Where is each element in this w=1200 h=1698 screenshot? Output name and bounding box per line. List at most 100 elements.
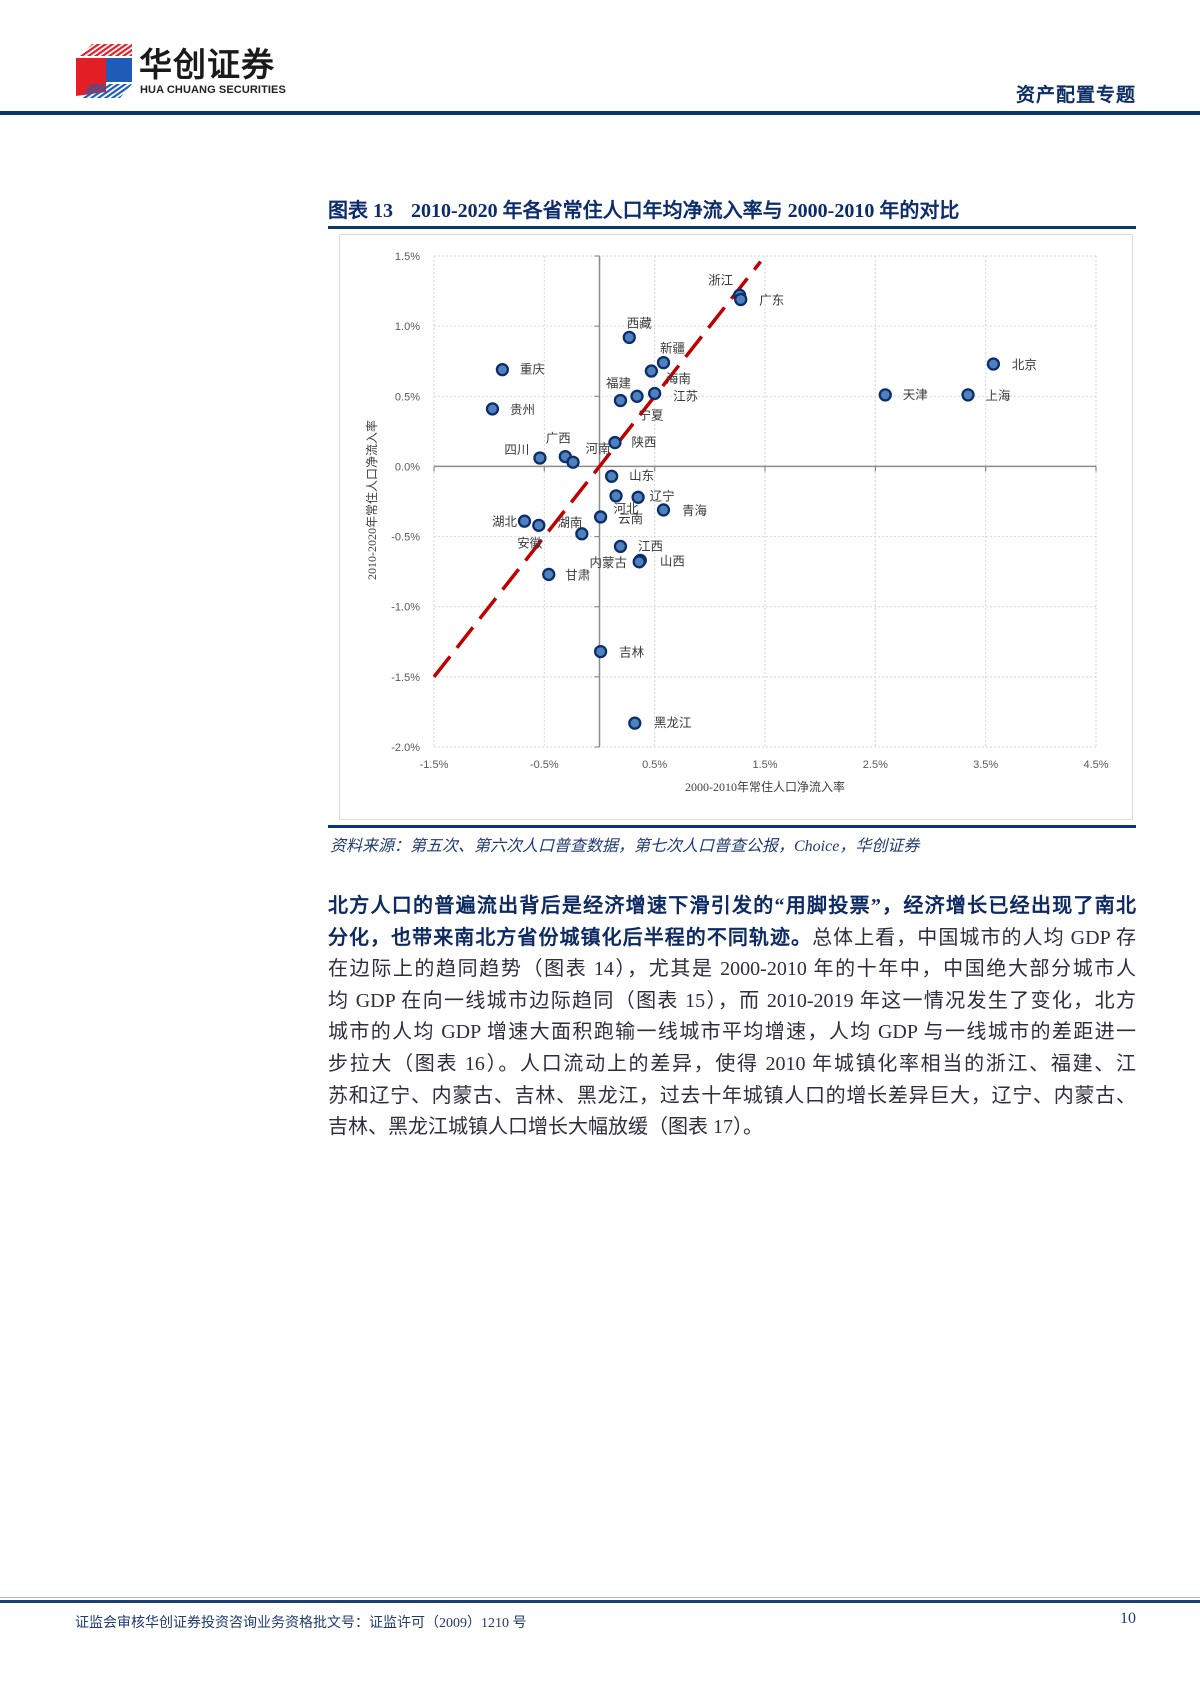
paragraph-line: 在边际上的趋同趋势（图表 14），尤其是 2000-2010 年的十年中，中国绝…	[328, 954, 1136, 986]
data-point-marker	[532, 450, 547, 465]
data-point-label: 天津	[902, 387, 927, 401]
data-point-label: 福建	[605, 375, 631, 390]
body-text: 苏和辽宁、内蒙古、吉林、黑龙江，过去十年城镇人口的增长差异巨大，辽宁、内蒙古、	[328, 1084, 1136, 1107]
data-point-label: 陕西	[631, 434, 656, 449]
paragraph-line: 均 GDP 在向一线城市边际趋同（图表 15），而 2010-2019 年这一情…	[328, 986, 1136, 1018]
data-point-label: 四川	[504, 443, 529, 457]
body-text: 均 GDP 在向一线城市边际趋同（图表 15），而 2010-2019 年这一情…	[328, 989, 1136, 1012]
data-point-marker	[656, 502, 670, 517]
data-point-label: 广西	[545, 431, 570, 445]
x-tick-label: 0.5%	[642, 759, 667, 771]
data-point-label: 湖南	[557, 514, 582, 529]
data-point-label: 浙江	[708, 272, 733, 287]
data-point-label: 云南	[618, 510, 643, 525]
y-tick-label: 0.0%	[394, 461, 419, 473]
page-number: 10	[1120, 1610, 1136, 1627]
logo-cube-icon	[76, 44, 132, 98]
data-point-label: 黑龙江	[654, 716, 692, 730]
reference-line-y-equals-x	[432, 260, 762, 678]
data-point-marker	[986, 356, 1000, 371]
data-point-label: 青海	[681, 502, 707, 517]
footer-divider-light	[0, 1597, 1200, 1598]
y-axis-title: 2010-2020年常住人口净流入率	[364, 420, 379, 580]
body-text: 在边际上的趋同趋势（图表 14），尤其是 2000-2010 年的十年中，中国绝…	[328, 958, 1136, 981]
figure-title: 图表 13 2010-2020 年各省常住人口年均净流入率与 2000-2010 …	[328, 197, 1136, 225]
bold-lead-text: 北方人口的普遍流出背后是经济增速下滑引发的“用脚投票”，经济增长已经出现了南北	[328, 895, 1136, 917]
y-tick-label: -1.0%	[391, 601, 420, 613]
data-point-marker	[613, 539, 627, 553]
data-point-label: 新疆	[659, 340, 684, 355]
data-point-label: 西藏	[626, 316, 652, 330]
data-point-label: 宁夏	[638, 407, 664, 422]
y-tick-label: -0.5%	[391, 531, 420, 543]
body-text: 步拉大（图表 16）。人口流动上的差异，使得 2010 年城镇化率相当的浙江、福…	[328, 1052, 1136, 1075]
data-point-label: 重庆	[519, 361, 545, 376]
x-tick-label: 1.5%	[752, 759, 777, 771]
data-point-marker	[593, 509, 607, 524]
body-paragraph: 北方人口的普遍流出背后是经济增速下滑引发的“用脚投票”，经济增长已经出现了南北 …	[328, 891, 1136, 1144]
data-point-label: 河北	[613, 501, 639, 515]
data-point-marker	[531, 518, 545, 532]
x-tick-label: -0.5%	[529, 759, 558, 771]
paragraph-line: 北方人口的普遍流出背后是经济增速下滑引发的“用脚投票”，经济增长已经出现了南北	[328, 891, 1136, 923]
data-point-label: 上海	[985, 387, 1011, 402]
data-point-label: 山东	[629, 469, 654, 483]
data-point-marker	[565, 455, 580, 469]
logo-chinese-name: 华创证券	[139, 45, 275, 84]
data-point-marker	[647, 386, 661, 400]
data-point-marker	[613, 393, 627, 407]
data-point-marker	[574, 526, 588, 540]
report-section-title: 资产配置专题	[1015, 85, 1136, 106]
data-point-marker	[630, 490, 645, 504]
data-point-label: 甘肃	[565, 568, 590, 582]
license-statement: 证监会审核华创证券投资咨询业务资格批文号：证监许可（2009）1210 号	[75, 1616, 527, 1631]
x-tick-label: 2.5%	[862, 759, 887, 771]
data-point-label: 江苏	[673, 388, 698, 403]
data-point-marker	[632, 554, 646, 568]
x-tick-label: 3.5%	[973, 759, 998, 771]
company-logo: 华创证券 HUA CHUANG SECURITIES	[76, 44, 306, 100]
footer-divider	[0, 1600, 1200, 1603]
data-point-marker	[622, 330, 636, 344]
y-tick-label: 1.5%	[394, 251, 419, 263]
data-point-label: 江西	[637, 539, 662, 553]
data-point-marker	[733, 292, 747, 306]
paragraph-line: 城市的人均 GDP 增速大面积跑输一线城市平均增速，人均 GDP 与一线城市的差…	[328, 1017, 1136, 1049]
data-point-label: 贵州	[509, 402, 534, 416]
data-point-marker	[960, 387, 975, 402]
data-point-marker	[878, 387, 892, 402]
figure-source-note: 资料来源：第五次、第六次人口普查数据，第七次人口普查公报，Choice，华创证券	[330, 838, 920, 855]
data-point-label: 北京	[1011, 358, 1036, 372]
y-tick-label: -1.5%	[391, 671, 420, 683]
x-axis-title: 2000-2010年常住人口净流入率	[685, 779, 845, 794]
scatter-chart: 1.5% 1.0% 0.5% 0.0% -0.5% -1.0% -1.5% -2.0% -1.5…	[339, 234, 1133, 820]
data-point-marker	[627, 716, 641, 730]
data-point-label: 吉林	[619, 645, 645, 659]
figure-number: 图表 13	[328, 200, 393, 222]
logo-english-name: HUA CHUANG SECURITIES	[140, 84, 286, 96]
data-point-label: 海南	[665, 371, 690, 386]
data-point-label: 内蒙古	[589, 554, 627, 569]
data-point-marker	[593, 644, 607, 658]
data-point-marker	[541, 567, 555, 581]
data-point-marker	[629, 389, 644, 403]
data-point-label: 山西	[659, 554, 684, 568]
figure-title-text: 2010-2020 年各省常住人口年均净流入率与 2000-2010 年的对比	[411, 200, 960, 222]
x-tick-label: 4.5%	[1083, 759, 1108, 771]
data-point-label: 辽宁	[649, 488, 674, 503]
figure-bottom-divider	[328, 825, 1136, 828]
data-point-marker	[608, 488, 623, 503]
paragraph-line: 步拉大（图表 16）。人口流动上的差异，使得 2010 年城镇化率相当的浙江、福…	[328, 1049, 1136, 1081]
bold-lead-text: 分化，也带来南北方省份城镇化后半程的不同轨迹。	[328, 926, 813, 949]
data-point-label: 湖北	[491, 514, 517, 529]
paragraph-line: 分化，也带来南北方省份城镇化后半程的不同轨迹。总体上看，中国城市的人均 GDP …	[328, 923, 1136, 955]
header-divider	[0, 111, 1200, 115]
data-point-label: 安徽	[517, 535, 543, 550]
x-tick-label: -1.5%	[419, 759, 448, 771]
paragraph-line: 吉林、黑龙江城镇人口增长大幅放缓（图表 17）。	[328, 1112, 1136, 1144]
figure-top-divider	[328, 226, 1136, 229]
body-text: 城市的人均 GDP 增速大面积跑输一线城市平均增速，人均 GDP 与一线城市的差…	[328, 1021, 1136, 1044]
data-point-marker	[495, 362, 509, 376]
data-point-marker	[604, 469, 618, 483]
